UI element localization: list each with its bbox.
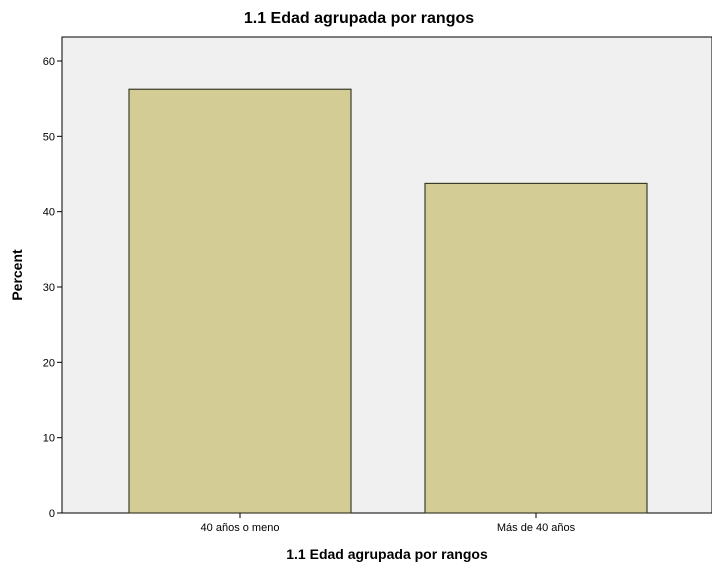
bar [424, 182, 648, 514]
x-axis: 40 años o meno Más de 40 años [201, 513, 576, 534]
y-tick-label: 60 [43, 56, 55, 68]
x-axis-title: 1.1 Edad agrupada por rangos [286, 546, 488, 562]
chart-title: 1.1 Edad agrupada por rangos [244, 10, 474, 27]
y-axis-title: Percent [9, 249, 25, 301]
y-tick-label: 30 [43, 282, 55, 294]
y-tick-label: 20 [43, 357, 55, 369]
x-tick-label: Más de 40 años [497, 522, 576, 534]
y-tick-label: 50 [43, 131, 55, 143]
y-tick-label: 40 [43, 207, 55, 219]
bar [128, 88, 352, 514]
bars [128, 88, 648, 514]
x-tick-label: 40 años o meno [201, 522, 280, 534]
y-tick-label: 0 [49, 508, 55, 520]
y-axis: 0 10 20 30 40 50 60 [43, 56, 62, 520]
y-tick-label: 10 [43, 433, 55, 445]
